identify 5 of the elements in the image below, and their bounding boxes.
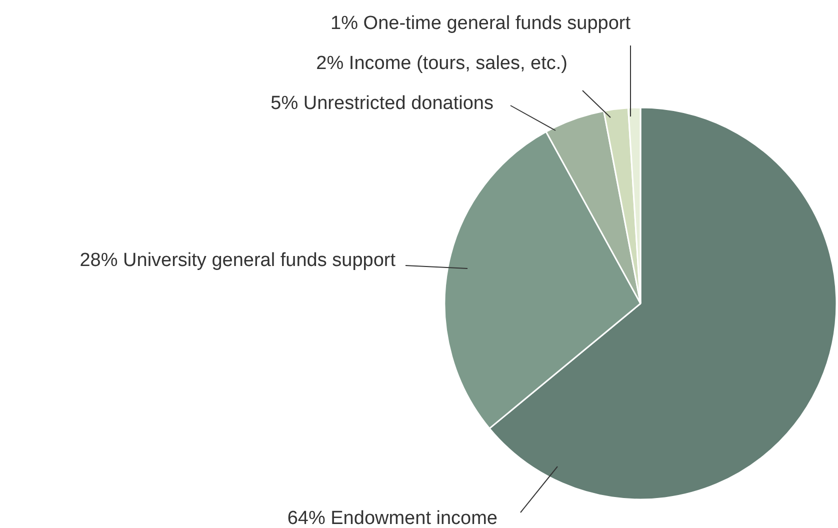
slice-label: 1% One-time general funds support xyxy=(330,13,632,34)
slice-label: 5% Unrestricted donations xyxy=(270,93,494,114)
slice-label: 28% University general funds support xyxy=(80,250,396,271)
slice-label: 64% Endowment income xyxy=(287,508,498,528)
slice-label: 2% Income (tours, sales, etc.) xyxy=(316,53,568,74)
